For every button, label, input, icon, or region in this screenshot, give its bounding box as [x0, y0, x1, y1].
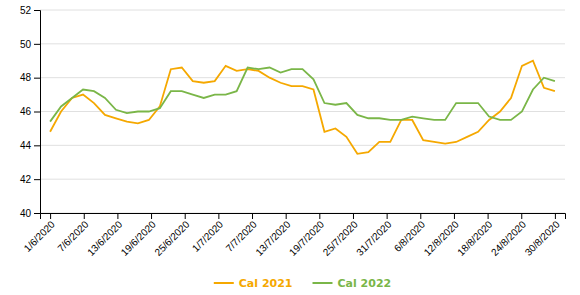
x-tick: 6/8/2020 [392, 213, 428, 254]
legend-label: Cal 2022 [338, 277, 392, 290]
x-tick-mark [521, 213, 522, 219]
x-tick-label: 13/7/2020 [253, 218, 293, 258]
x-tick-mark [555, 213, 556, 219]
y-tick-mark [34, 213, 40, 214]
y-tick-mark [34, 10, 40, 11]
y-tick-mark [34, 145, 40, 146]
grid-line [40, 179, 565, 180]
x-tick-label: 25/6/2020 [152, 218, 192, 258]
series-line [50, 61, 555, 154]
grid [40, 10, 565, 213]
x-tick-mark [50, 213, 51, 219]
x-tick-label: 1/6/2020 [22, 218, 58, 254]
y-tick: 50 [20, 39, 40, 50]
legend-item: Cal 2022 [313, 277, 392, 290]
x-tick-mark [387, 213, 388, 219]
x-tick: 25/6/2020 [152, 213, 192, 258]
y-tick: 48 [20, 72, 40, 83]
plot: 1/6/20207/6/202013/6/202019/6/202025/6/2… [20, 5, 566, 258]
y-tick-label: 44 [20, 140, 32, 151]
x-axis: 1/6/20207/6/202013/6/202019/6/202025/6/2… [22, 213, 566, 258]
y-tick-mark [34, 179, 40, 180]
grid-line [40, 10, 565, 11]
x-axis-line [41, 214, 566, 220]
legend-swatch [313, 282, 333, 284]
x-tick-mark [319, 213, 320, 219]
y-tick: 52 [20, 5, 40, 16]
lines [50, 61, 555, 154]
x-tick: 1/6/2020 [22, 213, 58, 254]
legend-swatch [214, 282, 234, 284]
y-tick-label: 52 [20, 5, 32, 16]
y-tick-label: 50 [20, 39, 32, 50]
x-tick-mark [353, 213, 354, 219]
grid-line [40, 77, 565, 78]
x-tick: 7/6/2020 [55, 213, 91, 254]
x-tick-mark [420, 213, 421, 219]
x-tick-label: 19/6/2020 [119, 218, 159, 258]
x-tick-label: 1/7/2020 [190, 218, 226, 254]
y-tick: 40 [20, 208, 40, 219]
x-tick-mark [252, 213, 253, 219]
y-axis-line [34, 11, 41, 214]
y-tick-mark [34, 78, 40, 79]
series-line [50, 68, 555, 122]
x-tick: 31/7/2020 [354, 213, 394, 258]
x-tick-mark [185, 213, 186, 219]
x-tick-mark [151, 213, 152, 219]
x-tick-label: 13/6/2020 [85, 218, 125, 258]
y-tick-label: 42 [20, 174, 32, 185]
y-axis: 40 42 44 46 48 50 52 [20, 5, 41, 219]
x-tick-label: 25/7/2020 [321, 218, 361, 258]
x-tick: 1/7/2020 [190, 213, 226, 254]
legend: Cal 2021 Cal 2022 [214, 277, 391, 290]
x-tick-mark [454, 213, 455, 219]
x-tick: 7/7/2020 [224, 213, 260, 254]
x-tick-mark [117, 213, 118, 219]
chart: 1/6/20207/6/202013/6/202019/6/202025/6/2… [0, 0, 580, 295]
x-tick-mark [488, 213, 489, 219]
x-tick-mark [218, 213, 219, 219]
x-tick-label: 18/8/2020 [455, 218, 495, 258]
grid-line [40, 43, 565, 44]
x-tick-mark [286, 213, 287, 219]
y-tick-mark [34, 44, 40, 45]
y-tick-mark [34, 112, 40, 113]
y-tick-label: 48 [20, 72, 32, 83]
x-tick-mark [84, 213, 85, 219]
y-tick: 44 [20, 140, 40, 151]
x-tick-label: 31/7/2020 [354, 218, 394, 258]
y-tick: 46 [20, 106, 40, 117]
x-tick: 30/8/2020 [523, 213, 563, 258]
grid-line [40, 145, 565, 146]
legend-item: Cal 2021 [214, 277, 293, 290]
x-tick-label: 30/8/2020 [523, 218, 563, 258]
x-tick-label: 19/7/2020 [287, 218, 327, 258]
y-tick-label: 40 [20, 208, 32, 219]
y-tick-label: 46 [20, 106, 32, 117]
x-tick-label: 12/8/2020 [422, 218, 462, 258]
y-tick: 42 [20, 174, 40, 185]
legend-label: Cal 2021 [239, 277, 293, 290]
x-tick-label: 24/8/2020 [489, 218, 529, 258]
